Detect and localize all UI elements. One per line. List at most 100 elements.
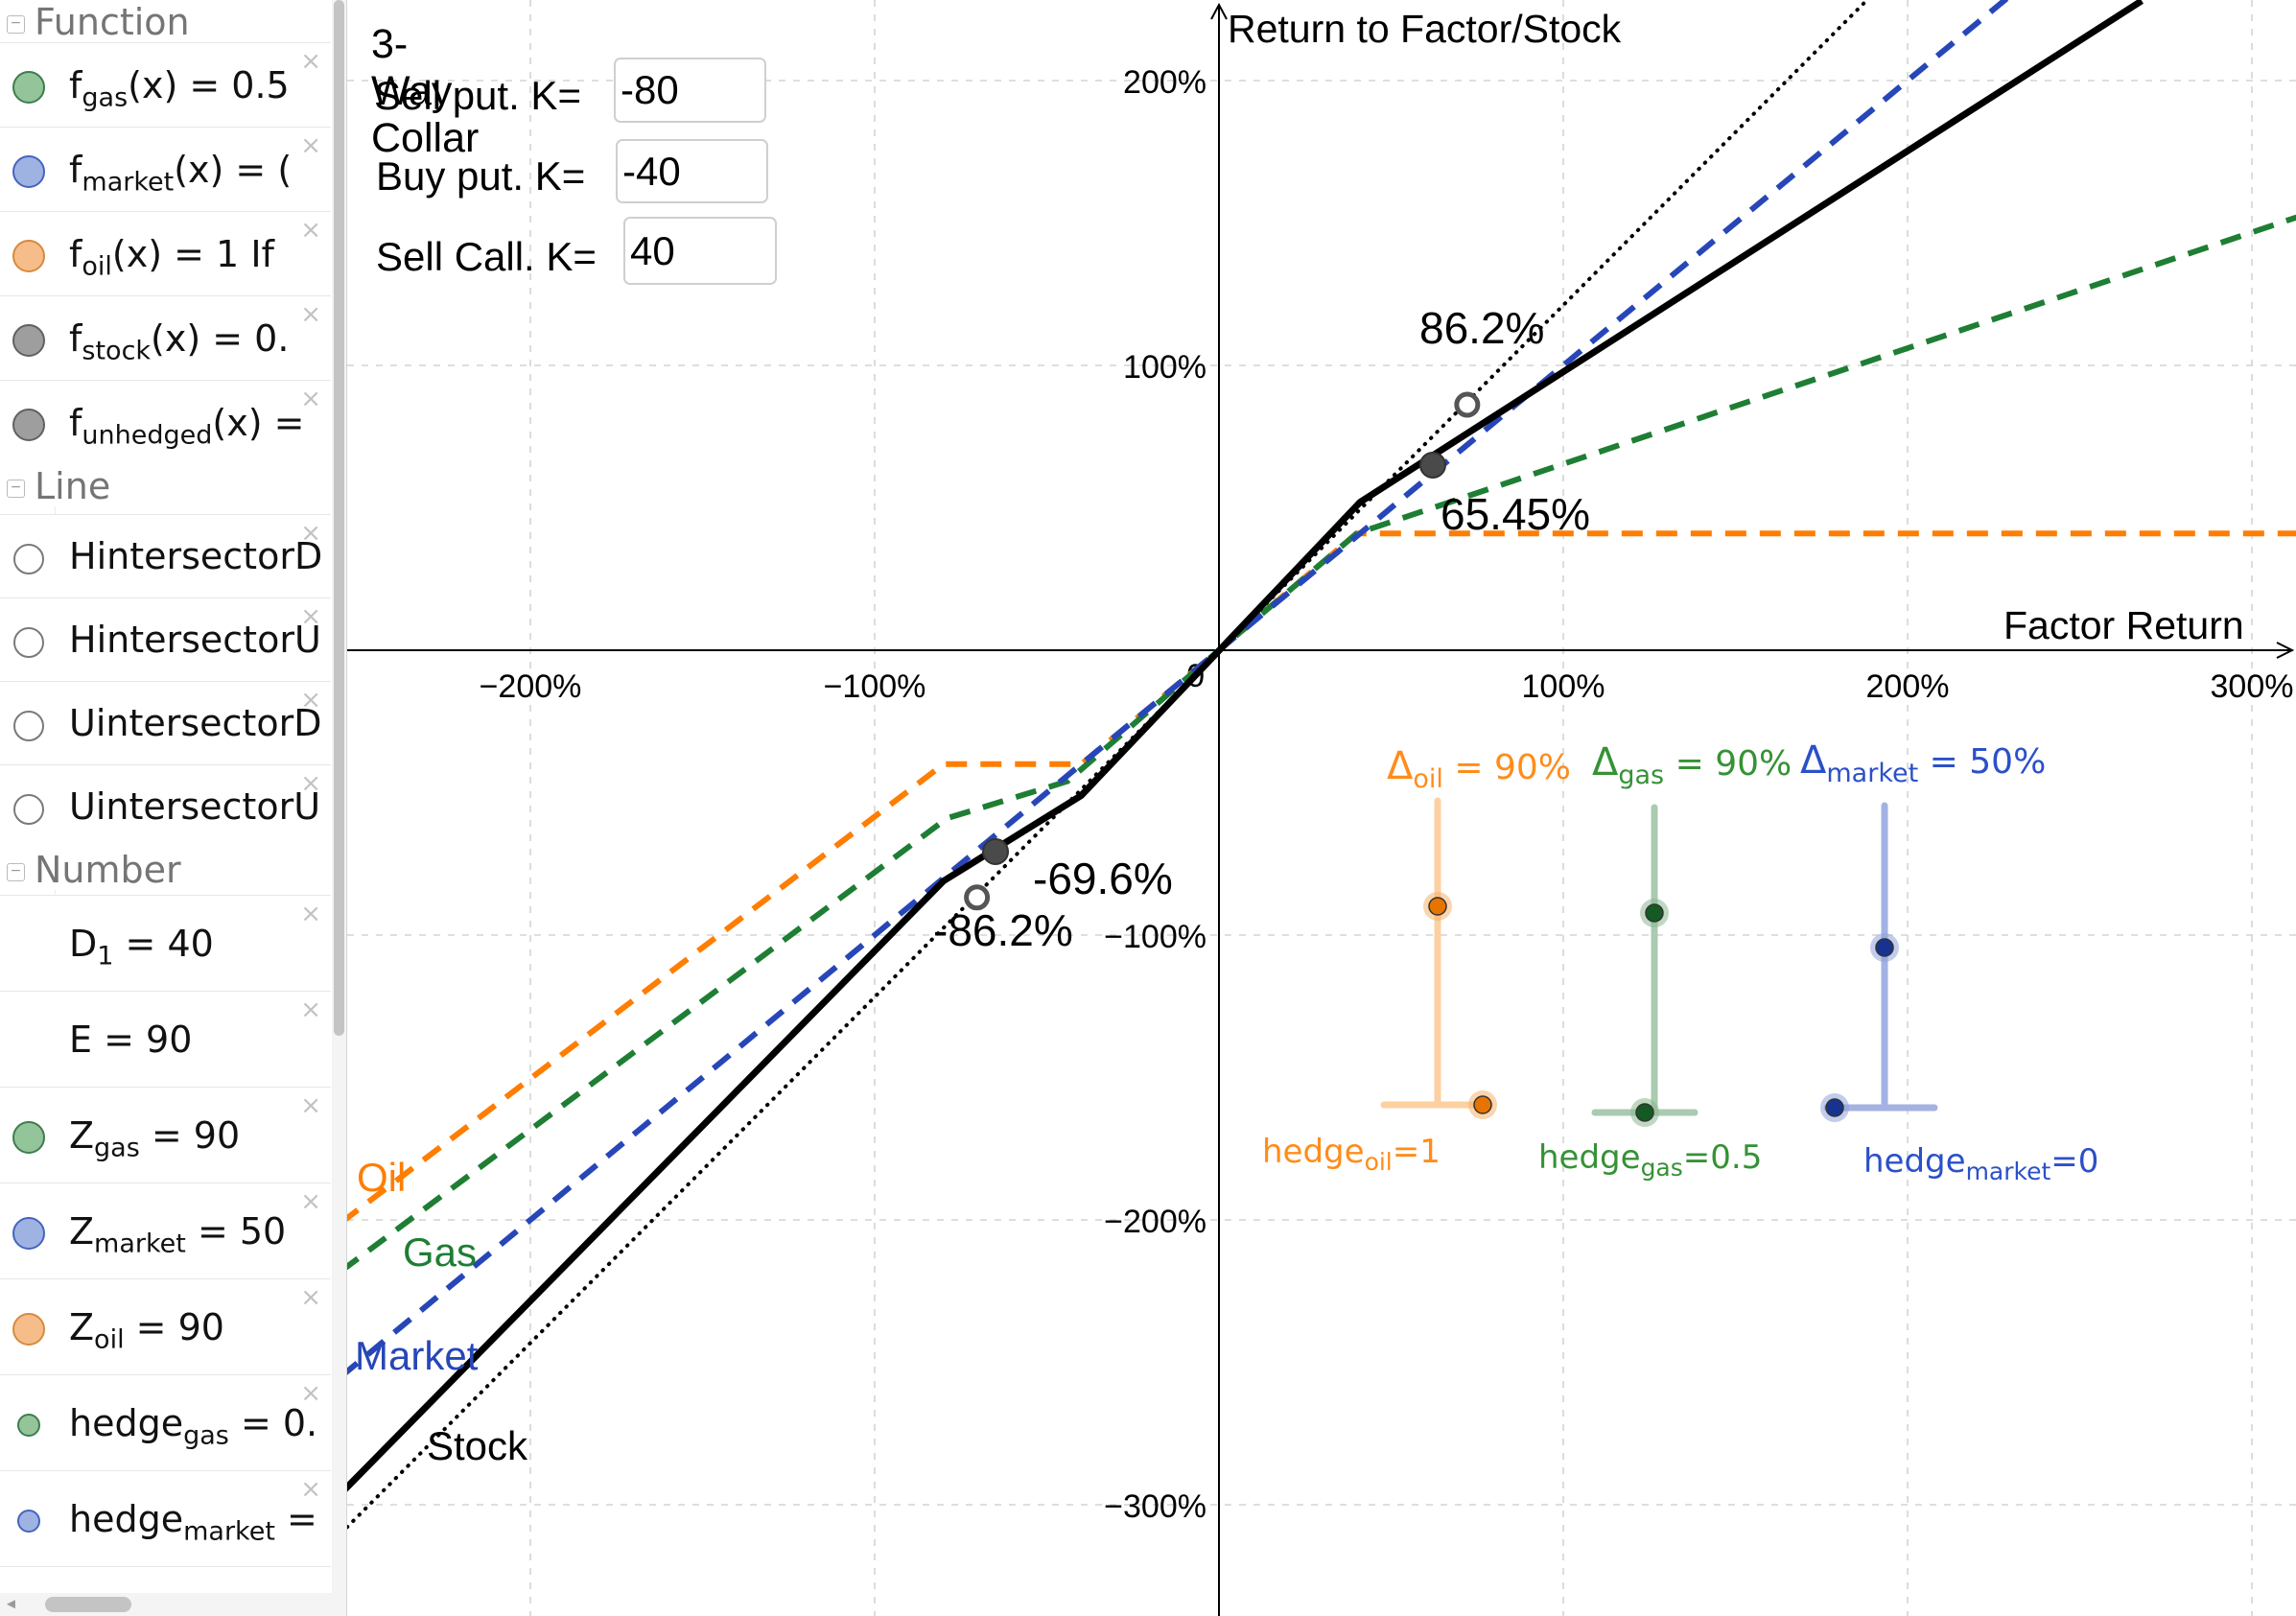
object-definition: UintersectorD [69,702,322,744]
delete-object-icon[interactable]: × [300,769,321,798]
series-label-stock: Stock [427,1423,528,1468]
sidebar-horizontal-scrollbar[interactable]: ◄ [0,1593,332,1616]
section-title: Line [35,465,111,507]
delete-object-icon[interactable]: × [300,1283,321,1312]
object-definition: hedgegas = 0. [69,1402,318,1451]
hscroll-thumb[interactable] [45,1597,131,1612]
point-value-label: 65.45% [1441,489,1590,539]
buy-put-label: Buy put. K= [376,153,586,199]
object-definition: Zgas = 90 [69,1114,241,1163]
delete-object-icon[interactable]: × [300,1091,321,1120]
algebra-row-f-gas[interactable]: fgas(x) = 0.5 × [0,42,331,128]
section-header-line: − Line [0,464,331,507]
visibility-toggle-dot[interactable] [13,626,44,658]
x-tick-label: 300% [2211,668,2294,705]
delete-object-icon[interactable]: × [300,602,321,631]
algebra-row-f-oil[interactable]: foil(x) = 1 If × [0,211,331,296]
object-definition: fstock(x) = 0. [69,317,290,366]
buy-put-strike-input[interactable] [616,139,768,203]
algebra-row-E[interactable]: E = 90 × [0,991,331,1088]
algebra-row-Z-market[interactable]: Zmarket = 50 × [0,1183,331,1279]
sidebar-vertical-scrollbar[interactable] [332,0,346,1616]
visibility-toggle-dot[interactable] [12,240,45,272]
delta-slider-knob-oil[interactable] [1428,897,1447,916]
chart-title: 3-Way Collar [371,21,480,161]
delete-object-icon[interactable]: × [300,300,321,329]
intersection-point-filled[interactable] [982,837,1010,865]
y-tick-label: −300% [1104,1488,1207,1525]
algebra-row-f-stock[interactable]: fstock(x) = 0. × [0,295,331,381]
sell-put-strike-input[interactable] [614,58,766,123]
y-tick-label: −100% [1104,919,1207,955]
visibility-toggle-dot[interactable] [12,155,45,188]
delete-object-icon[interactable]: × [300,47,321,76]
x-axis-title: Factor Return [2003,603,2244,647]
visibility-toggle-dot[interactable] [12,71,45,104]
vscroll-thumb[interactable] [334,0,344,1036]
visibility-toggle-dot[interactable] [12,1313,45,1346]
algebra-row-UintersectorD[interactable]: UintersectorD × [0,681,331,765]
section-header-function: − Function [0,0,331,43]
visibility-toggle-dot[interactable] [17,1510,40,1533]
visibility-toggle-dot[interactable] [17,1414,40,1437]
object-definition: hedgemarket = [69,1498,317,1547]
collapse-icon[interactable]: − [7,863,25,881]
delete-object-icon[interactable]: × [300,1475,321,1504]
delete-object-icon[interactable]: × [300,216,321,245]
point-value-label: -86.2% [933,905,1073,955]
algebra-row-D-1[interactable]: D1 = 40 × [0,895,331,992]
x-tick-label: 200% [1866,668,1950,705]
algebra-row-hedge-gas[interactable]: hedgegas = 0. × [0,1374,331,1471]
visibility-toggle-dot[interactable] [12,1217,45,1250]
collapse-icon[interactable]: − [7,15,25,34]
section-title: Function [35,1,190,43]
algebra-row-HintersectorU[interactable]: HintersectorU × [0,597,331,682]
series-label-gas: Gas [403,1230,477,1275]
visibility-toggle-dot[interactable] [12,409,45,441]
hedge-slider-knob-gas[interactable] [1635,1103,1654,1122]
point-value-label: 86.2% [1419,303,1544,353]
delta-label-oil: Δoil = 90% [1387,744,1571,794]
y-tick-label: 200% [1123,64,1207,101]
intersection-point-open[interactable] [964,884,991,911]
delete-object-icon[interactable]: × [300,519,321,548]
visibility-toggle-dot[interactable] [12,324,45,357]
delete-object-icon[interactable]: × [300,1187,321,1216]
object-definition: UintersectorU [69,785,321,828]
intersection-point-filled[interactable] [1418,451,1446,479]
algebra-row-Z-gas[interactable]: Zgas = 90 × [0,1087,331,1183]
algebra-row-hedge-market[interactable]: hedgemarket = × [0,1470,331,1567]
hedge-label-market: hedgemarket=0 [1863,1142,2098,1185]
delta-slider-knob-market[interactable] [1875,938,1894,957]
sell-call-strike-input[interactable] [623,217,777,285]
y-axis-title: Return to Factor/Stock [1228,7,1622,51]
hedge-label-gas: hedgegas=0.5 [1538,1138,1762,1182]
algebra-row-Z-oil[interactable]: Zoil = 90 × [0,1278,331,1375]
delete-object-icon[interactable]: × [300,385,321,413]
scroll-left-arrow-icon[interactable]: ◄ [4,1596,18,1612]
delta-slider-knob-gas[interactable] [1645,903,1664,923]
hedge-slider-knob-market[interactable] [1825,1098,1844,1117]
object-definition: funhedged(x) = [69,402,305,451]
visibility-toggle-dot[interactable] [13,793,44,825]
algebra-row-f-market[interactable]: fmarket(x) = (× [0,127,331,212]
delete-object-icon[interactable]: × [300,1379,321,1408]
algebra-row-HintersectorD[interactable]: HintersectorD × [0,514,331,598]
visibility-toggle-dot[interactable] [12,1121,45,1154]
x-tick-label: −200% [480,668,582,705]
delete-object-icon[interactable]: × [300,131,321,160]
delete-object-icon[interactable]: × [300,995,321,1024]
collapse-icon[interactable]: − [7,480,25,498]
delete-object-icon[interactable]: × [300,900,321,928]
visibility-toggle-dot[interactable] [13,543,44,574]
algebra-row-f-unhedged[interactable]: funhedged(x) = × [0,380,331,465]
series-line-stock [339,0,2144,1496]
intersection-point-open[interactable] [1454,391,1481,418]
delete-object-icon[interactable]: × [300,686,321,714]
hedge-slider-knob-oil[interactable] [1473,1095,1492,1114]
visibility-toggle-dot[interactable] [13,710,44,741]
algebra-row-UintersectorU[interactable]: UintersectorU × [0,764,331,849]
object-definition: foil(x) = 1 If [69,233,274,282]
